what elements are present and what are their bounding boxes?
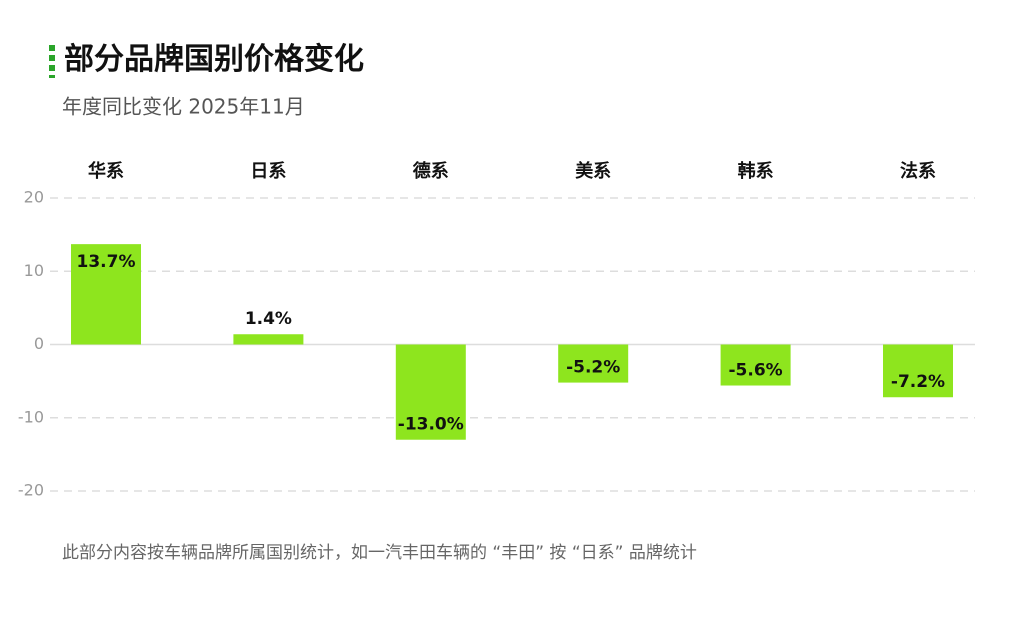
footnote: 此部分内容按车辆品牌所属国别统计，如一汽丰田车辆的 “丰田” 按 “日系” 品牌… — [62, 543, 697, 563]
bar — [883, 344, 953, 398]
y-tick-label: 0 — [34, 334, 44, 353]
y-tick-label: 20 — [24, 188, 44, 207]
value-label: 13.7% — [77, 252, 136, 272]
chart-title: 部分品牌国别价格变化 — [64, 42, 364, 77]
category-label: 韩系 — [738, 160, 774, 182]
value-label: 1.4% — [245, 309, 292, 329]
bar — [558, 344, 629, 383]
bar — [233, 334, 304, 345]
y-tick-label: 10 — [24, 261, 44, 280]
value-label: -13.0% — [398, 415, 464, 435]
category-label: 德系 — [413, 160, 449, 182]
category-label: 日系 — [250, 161, 286, 182]
category-label: 华系 — [88, 160, 124, 182]
chart-subtitle: 年度同比变化 2025年11月 — [62, 95, 305, 119]
y-tick-label: -20 — [18, 481, 44, 500]
bar — [71, 244, 141, 345]
y-tick-label: -10 — [18, 407, 44, 426]
category-label: 法系 — [900, 160, 936, 182]
value-label: -7.2% — [891, 372, 945, 392]
bar — [395, 344, 466, 440]
category-label: 美系 — [575, 160, 611, 182]
value-label: -5.2% — [566, 358, 620, 378]
bar — [720, 344, 791, 386]
value-label: -5.6% — [728, 361, 782, 381]
